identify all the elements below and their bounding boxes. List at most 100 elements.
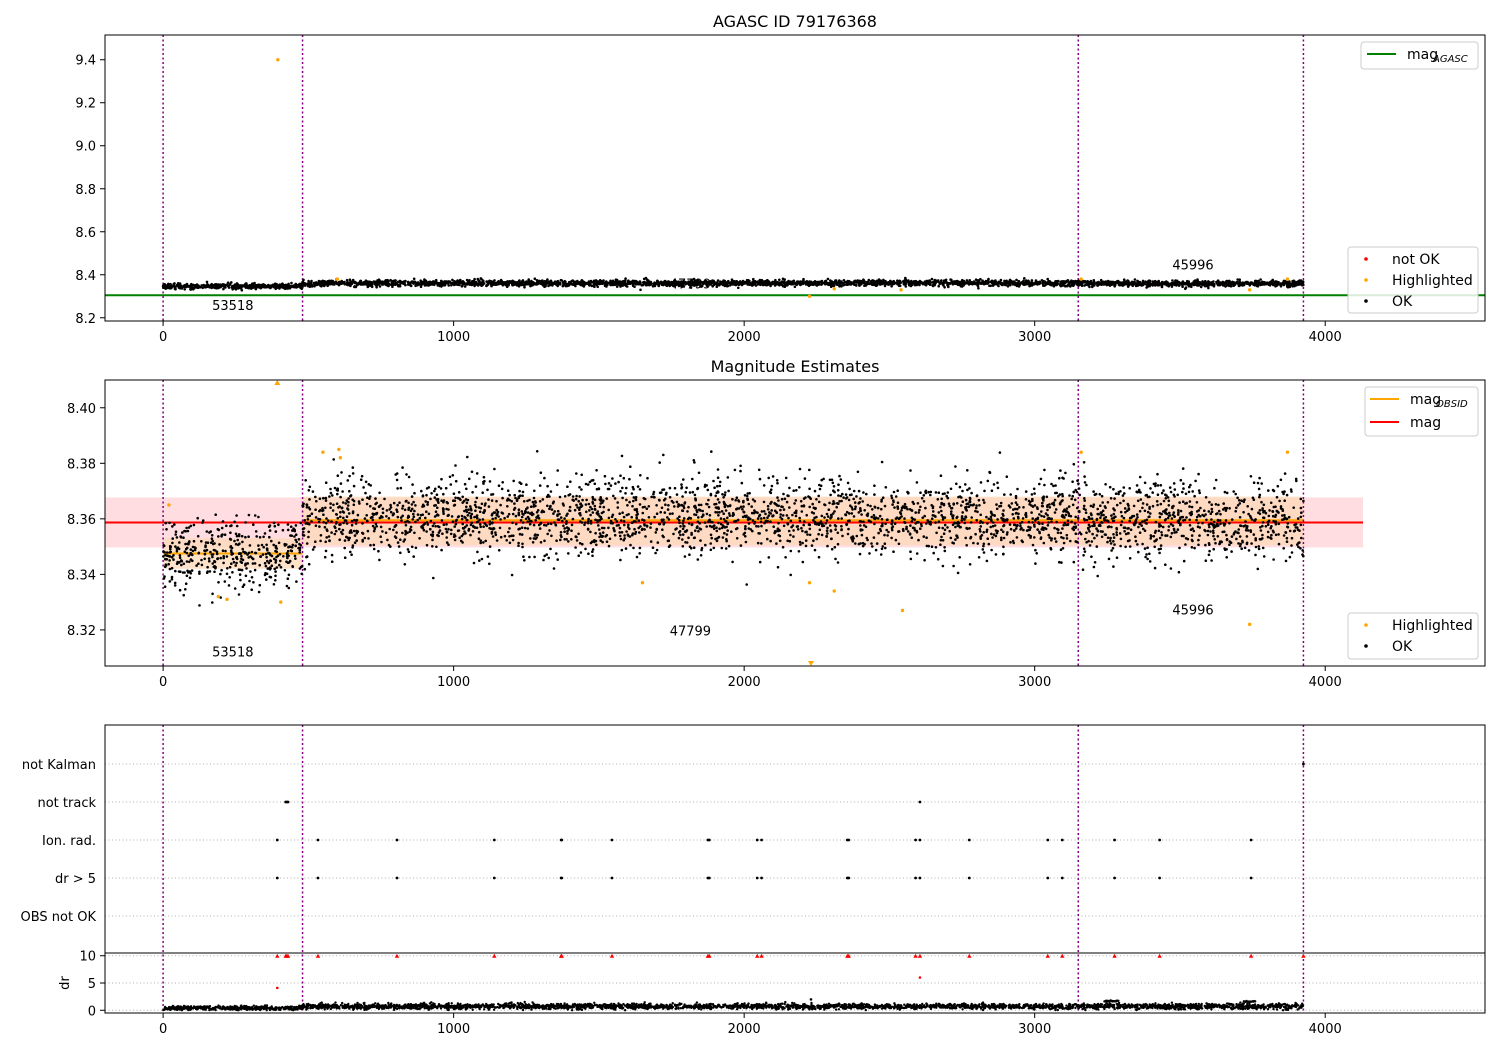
ok-point xyxy=(324,496,328,500)
ok-point xyxy=(845,280,848,284)
ok-point xyxy=(451,474,455,477)
ok-point xyxy=(718,527,721,531)
ok-point xyxy=(859,507,862,510)
ok-point xyxy=(205,530,209,533)
ok-point xyxy=(634,283,638,286)
ok-point xyxy=(916,502,920,505)
ok-point xyxy=(589,530,592,534)
x-tick-label: 2000 xyxy=(728,330,761,345)
ok-point xyxy=(194,284,197,288)
ok-point xyxy=(615,520,619,523)
ok-point xyxy=(307,279,310,283)
ok-point xyxy=(348,278,352,282)
ok-point xyxy=(267,525,271,528)
ok-point xyxy=(891,503,894,506)
ok-point xyxy=(738,280,742,284)
ok-point xyxy=(511,512,515,516)
ok-point xyxy=(604,282,607,285)
ok-point xyxy=(531,282,534,286)
ok-point xyxy=(890,285,893,288)
ok-point xyxy=(607,516,611,520)
ok-point xyxy=(782,281,786,284)
ok-point xyxy=(1076,516,1080,520)
ok-point xyxy=(697,516,700,519)
ok-point xyxy=(232,560,236,564)
ok-point xyxy=(1160,285,1164,289)
ok-point xyxy=(556,558,559,561)
ok-point xyxy=(884,486,888,489)
ok-point xyxy=(593,507,597,511)
ok-point xyxy=(171,525,174,528)
ok-point xyxy=(255,535,258,538)
y-tick-label: 8.2 xyxy=(75,312,96,327)
ok-point xyxy=(854,505,857,509)
ok-point xyxy=(584,547,587,551)
ok-point xyxy=(1121,281,1125,284)
ok-point xyxy=(402,280,405,284)
ok-point xyxy=(986,479,990,483)
ok-point xyxy=(205,548,209,552)
ok-point xyxy=(263,532,267,535)
ok-point xyxy=(228,565,232,569)
ok-point xyxy=(333,486,337,490)
ok-point xyxy=(1048,283,1052,286)
ok-point xyxy=(655,512,659,515)
ok-point xyxy=(958,556,961,559)
x-tick-label: 1000 xyxy=(437,330,470,345)
ok-point xyxy=(784,556,787,559)
ok-point xyxy=(227,286,231,289)
ok-point xyxy=(1090,281,1093,284)
ok-point xyxy=(894,495,898,498)
ok-point xyxy=(960,519,964,522)
ok-point xyxy=(873,493,876,496)
ok-point xyxy=(625,486,628,490)
ok-point xyxy=(447,528,450,531)
ok-point xyxy=(628,477,631,481)
ok-point xyxy=(246,286,250,290)
ok-point xyxy=(854,280,858,284)
ok-point xyxy=(705,512,709,516)
ok-point xyxy=(303,567,307,571)
ok-point xyxy=(791,513,794,517)
agasc-line-legend: mag AGASC xyxy=(1360,41,1479,70)
ok-point xyxy=(744,525,747,528)
ok-point xyxy=(961,511,964,514)
ok-point xyxy=(642,283,645,286)
ok-point xyxy=(495,499,498,503)
ok-point xyxy=(629,543,632,547)
ok-point xyxy=(210,282,213,286)
ok-point xyxy=(535,450,539,453)
ok-point xyxy=(1061,527,1064,530)
ok-point xyxy=(799,280,802,283)
highlighted-point xyxy=(832,287,836,291)
ok-point xyxy=(477,279,480,282)
ok-point xyxy=(838,500,841,503)
ok-point xyxy=(294,544,297,548)
ok-point xyxy=(200,558,203,562)
ok-point xyxy=(241,547,244,551)
ok-point xyxy=(861,544,865,548)
ok-point xyxy=(273,557,276,561)
ok-point xyxy=(987,517,991,521)
ok-point xyxy=(566,532,569,535)
ok-point xyxy=(550,534,553,538)
ok-point xyxy=(1015,278,1018,282)
ok-point xyxy=(216,557,219,561)
ok-point xyxy=(824,279,827,283)
ok-point xyxy=(796,528,800,531)
ok-point xyxy=(705,525,708,528)
ok-point xyxy=(590,284,594,288)
ok-point xyxy=(946,526,949,529)
ok-point xyxy=(639,288,642,292)
ok-point xyxy=(247,551,251,555)
ok-point xyxy=(630,492,634,495)
ok-point xyxy=(938,282,942,285)
ok-point xyxy=(543,476,546,480)
ok-point xyxy=(956,515,959,519)
ok-point xyxy=(458,536,462,540)
ok-point xyxy=(561,284,565,288)
ok-point xyxy=(996,481,999,485)
ok-point xyxy=(587,502,591,506)
ok-point xyxy=(399,538,402,541)
ok-point xyxy=(298,551,302,554)
